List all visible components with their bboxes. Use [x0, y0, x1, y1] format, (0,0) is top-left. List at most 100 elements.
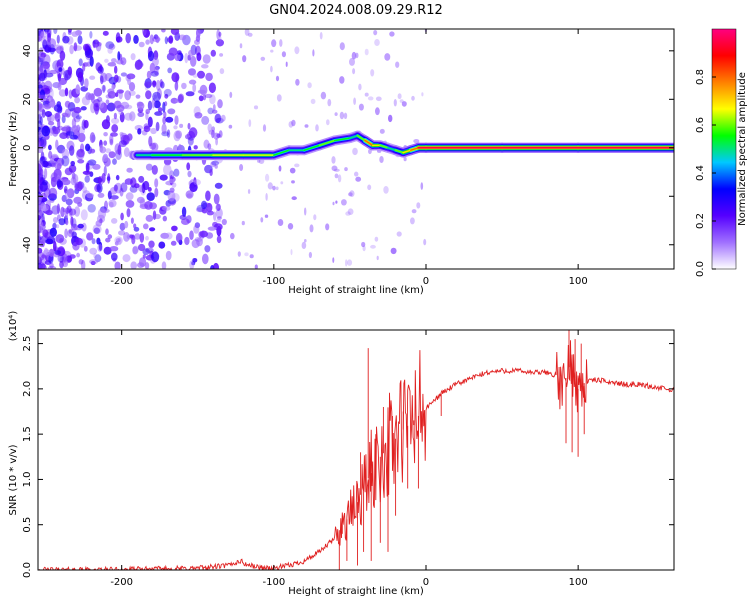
spectrogram-cell	[80, 106, 87, 111]
spectrogram-cell	[44, 190, 49, 198]
x-tick-label: 100	[569, 577, 588, 588]
spectrogram-cell	[260, 217, 264, 223]
spectrogram-cell	[353, 97, 356, 105]
spectrogram-cell	[116, 89, 125, 94]
spectrogram-cell	[69, 44, 74, 55]
spectrogram-cell	[161, 206, 171, 211]
spectrogram-cell	[75, 150, 85, 160]
spectrogram-cell	[219, 53, 224, 57]
spectrogram-cell	[147, 100, 153, 111]
spectrogram-cell	[410, 217, 415, 225]
spectrogram-cell	[339, 42, 345, 51]
spectrogram-cell	[38, 220, 44, 231]
spectrogram-cell	[56, 163, 62, 170]
spectrogram-cell	[65, 198, 73, 206]
spectrogram-cell	[38, 236, 41, 242]
spectrogram-cell	[89, 56, 94, 67]
spectrogram-cell	[247, 189, 251, 194]
spectrogram-cell	[108, 201, 114, 208]
spectrogram-cell	[194, 112, 203, 119]
spectrogram-cell	[145, 108, 150, 115]
spectrogram-cell	[67, 30, 72, 35]
spectrogram-cell	[237, 251, 241, 257]
spectrogram-cell	[174, 81, 179, 91]
spectrogram-cell	[364, 92, 369, 97]
spectrogram-cell	[118, 140, 127, 148]
spectrogram-cell	[61, 112, 69, 118]
spectrogram-cell	[38, 263, 43, 269]
spectrogram-cell	[107, 62, 117, 67]
spectrogram-cell	[196, 29, 201, 39]
spectrogram-cell	[379, 128, 385, 134]
spectrogram-cell	[192, 73, 198, 78]
spectrogram-cell	[38, 31, 45, 38]
spectrogram-cell	[38, 146, 44, 153]
spectrogram-cell	[289, 167, 296, 174]
x-tick-label: 0	[423, 276, 429, 287]
spectrogram-cell	[101, 119, 111, 130]
spectrogram-cell	[107, 234, 113, 239]
x-tick-label: 100	[569, 276, 588, 287]
spectrogram-cell	[62, 35, 70, 44]
spectrogram-cell	[211, 109, 218, 114]
spectrogram-cell	[38, 93, 41, 99]
spectrogram-cell	[265, 193, 268, 201]
spectrogram-cell	[155, 35, 160, 44]
spectrogram-cell	[152, 80, 157, 86]
spectrogram-cell	[129, 111, 136, 122]
spectrogram-cell	[375, 96, 382, 102]
spectrogram-cell	[41, 174, 46, 183]
spectrogram-cell	[219, 68, 225, 75]
spectrogram-cell	[53, 104, 63, 112]
spectrogram-cell	[230, 232, 235, 240]
spectrogram-cell	[103, 132, 108, 137]
spectrogram-cell	[364, 48, 369, 56]
spectrogram-cell	[51, 155, 59, 161]
spectrogram-cell	[65, 219, 69, 226]
spectrogram-cell	[85, 170, 93, 177]
spectrogram-cell	[67, 29, 72, 33]
spectrogram-cell	[38, 114, 42, 124]
spectrogram-cell	[45, 199, 51, 210]
spectrogram-cell	[40, 254, 48, 265]
spectrogram-cell	[64, 87, 69, 97]
spectrogram-cell	[339, 111, 345, 120]
spectrogram-cell	[40, 30, 44, 37]
spectrogram-cell	[139, 232, 145, 243]
spectrogram-cell	[193, 179, 201, 186]
spectrogram-cell	[105, 94, 112, 99]
spectrogram-cell	[270, 49, 274, 53]
spectrogram-cell	[86, 232, 94, 241]
spectrogram-cell	[162, 101, 166, 113]
spectrogram-cell	[71, 125, 79, 133]
spectrogram-cell	[96, 183, 103, 194]
spectrogram-cell	[213, 132, 220, 140]
spectrogram-cell	[138, 175, 145, 183]
spectrogram-cell	[383, 186, 389, 194]
spectrogram-cell	[78, 58, 83, 67]
spectrogram-cell	[216, 29, 221, 40]
spectrogram-cell	[89, 148, 96, 154]
spectrogram-cell	[57, 82, 62, 91]
spectrogram-cell	[77, 180, 83, 192]
spectrogram-cell	[148, 135, 153, 147]
spectrogram-cell	[115, 238, 121, 243]
spectrogram-cell	[91, 238, 96, 245]
spectrogram-cell	[69, 254, 76, 259]
spectrogram-cell	[64, 100, 71, 108]
spectrogram-cell	[67, 66, 73, 76]
colorbar-tick-label: 0.2	[695, 213, 706, 229]
spectrogram-cell	[73, 115, 81, 123]
spectrogram-cell	[278, 165, 282, 172]
spectrogram-cell	[301, 241, 307, 249]
spectrogram-cell	[175, 130, 183, 139]
spectrogram-cell	[145, 39, 150, 45]
spectrogram-cell	[143, 125, 151, 133]
colorbar-tick-label: 0.8	[695, 69, 706, 85]
spectrogram-cell	[117, 237, 122, 245]
spectrogram-cell	[161, 29, 166, 33]
spectrogram-cell	[411, 95, 415, 101]
spectrogram-cell	[154, 187, 159, 198]
spectrogram-cell	[271, 39, 277, 48]
